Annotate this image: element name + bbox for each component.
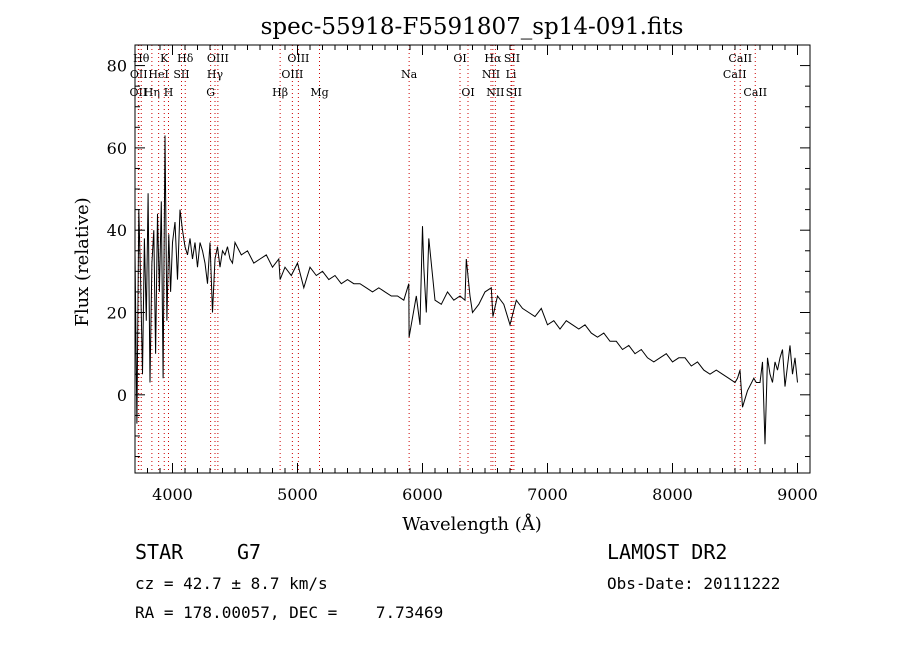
marker-label-6: H (164, 86, 174, 99)
x-tick-label-0: 4000 (152, 485, 193, 504)
marker-label-4: HeI (148, 68, 168, 81)
marker-label-13: OIII (281, 68, 303, 81)
y-tick-label-0: 0 (117, 386, 127, 405)
x-tick-label-1: 5000 (277, 485, 318, 504)
marker-label-15: Mg (310, 86, 328, 99)
marker-label-18: OI (461, 86, 474, 99)
observation-date: Obs-Date: 20111222 (607, 574, 781, 593)
survey-name: LAMOST DR2 (607, 540, 728, 564)
x-tick-label-2: 6000 (402, 485, 443, 504)
object-subclass: G7 (237, 540, 262, 564)
marker-label-9: G (206, 86, 215, 99)
y-axis-label: Flux (relative) (72, 197, 93, 326)
x-tick-label-5: 9000 (777, 485, 818, 504)
y-axis-ticks: 0 20 40 60 80 (107, 44, 810, 458)
marker-label-24: SII (506, 86, 522, 99)
y-tick-label-2: 40 (107, 221, 127, 240)
y-tick-label-3: 60 (107, 139, 127, 158)
spectrum-series (134, 135, 798, 445)
marker-label-7: SII (173, 68, 189, 81)
marker-label-1: OII (130, 68, 148, 81)
marker-label-22: Li (506, 68, 517, 81)
marker-label-8: Hδ (177, 52, 194, 65)
marker-label-16: Na (401, 68, 418, 81)
x-tick-label-4: 8000 (652, 485, 693, 504)
x-axis-ticks: 4000 5000 6000 7000 8000 9000 (134, 45, 818, 504)
object-class: STAR (135, 540, 184, 564)
x-axis-label: Wavelength (Å) (402, 513, 542, 535)
marker-label-14: OIII (287, 52, 309, 65)
marker-label-20: Hα (484, 52, 502, 65)
marker-label-23: SII (504, 52, 520, 65)
marker-label-26: CaII (728, 52, 752, 65)
marker-label-27: CaII (743, 86, 767, 99)
x-tick-label-3: 7000 (527, 485, 568, 504)
marker-label-11: OIII (207, 52, 229, 65)
marker-label-12: Hβ (272, 86, 288, 99)
chart-title: spec-55918-F5591807_sp14-091.fits (261, 14, 684, 40)
spectrum-line-0 (134, 135, 798, 445)
marker-label-5: K (160, 52, 169, 65)
marker-label-2: Hθ (133, 52, 150, 65)
marker-label-10: Hγ (207, 68, 224, 81)
coordinates: RA = 178.00057, DEC = 7.73469 (135, 603, 444, 622)
marker-label-17: OI (453, 52, 466, 65)
y-tick-label-1: 20 (107, 304, 127, 323)
plot-frame (134, 44, 811, 474)
marker-label-21: NII (486, 86, 504, 99)
line-markers: OII OII Hθ Hη HeI K H SII Hδ G Hγ OIII Hβ OIII OIII Mg N… (130, 45, 767, 473)
marker-label-25: CaII (723, 68, 747, 81)
marker-label-0: OII (130, 86, 148, 99)
marker-label-3: Hη (144, 86, 160, 99)
y-tick-label-4: 80 (107, 57, 127, 76)
redshift-velocity: cz = 42.7 ± 8.7 km/s (135, 574, 328, 593)
marker-label-19: NII (482, 68, 500, 81)
